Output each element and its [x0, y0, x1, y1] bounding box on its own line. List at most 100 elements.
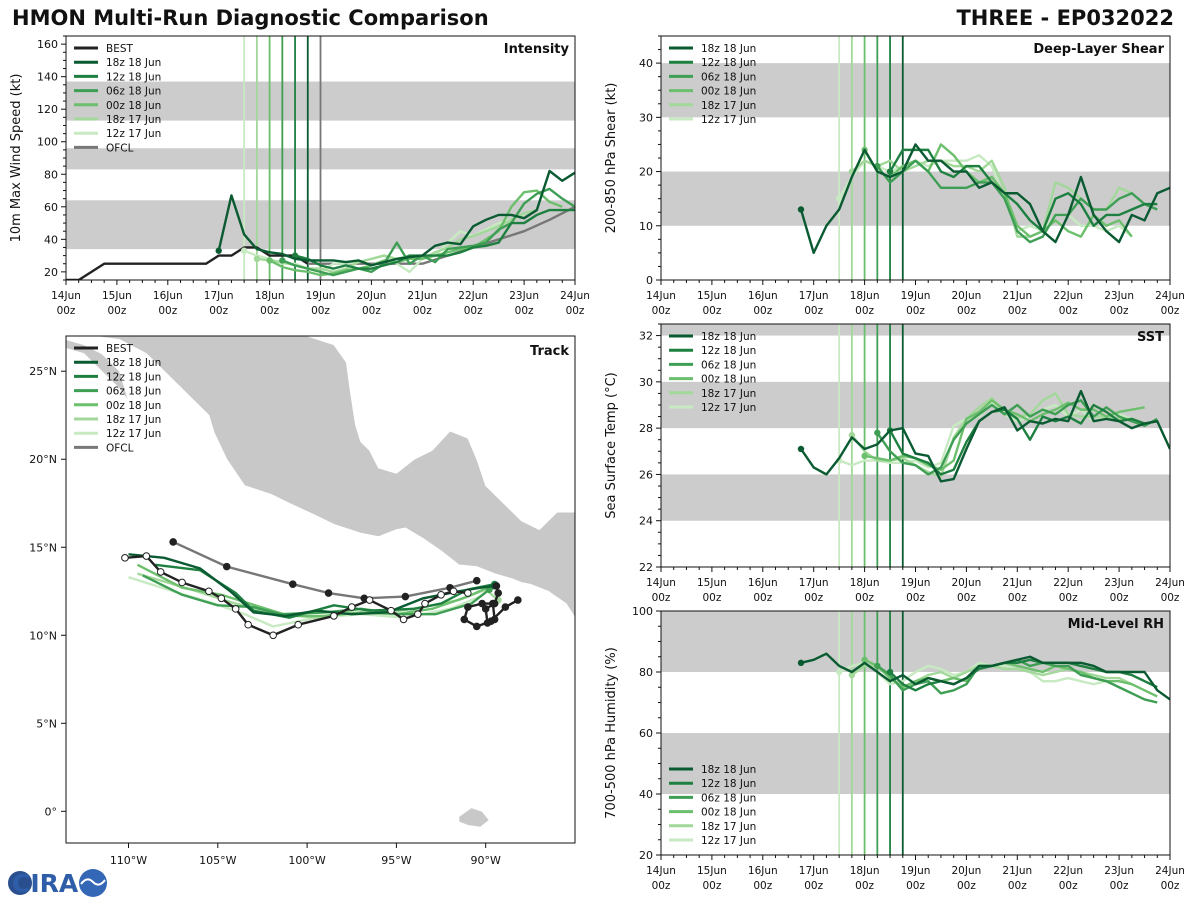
sst-panel-label: SST — [1137, 330, 1164, 345]
intensity-plot-area — [66, 36, 575, 280]
rh-ytick-label: 100 — [632, 605, 653, 618]
sst-xtick-label: 00z — [1059, 592, 1078, 604]
shear-panel-label: Deep-Layer Shear — [1033, 42, 1164, 57]
rh-ytick-label: 40 — [639, 788, 653, 801]
track-xtick-label: 100°W — [288, 854, 325, 867]
intensity-xtick-label: 00z — [311, 305, 330, 317]
shear-legend-label: 18z 18 Jun — [701, 43, 756, 55]
sst-xtick-label: 00z — [1161, 592, 1180, 604]
track-point — [169, 538, 177, 546]
track-point — [231, 605, 240, 613]
rh-series-line — [838, 661, 1133, 695]
track-point — [401, 592, 410, 601]
track-point — [437, 590, 445, 599]
logo-disc-left — [8, 871, 32, 895]
track-ytick-label: 10°N — [29, 629, 57, 642]
intensity-legend-label: 18z 17 Jun — [106, 114, 161, 126]
shear-xtick-label: 24Jun — [1155, 290, 1185, 302]
track-point — [399, 615, 408, 624]
track-xtick-label: 90°W — [471, 854, 501, 867]
intensity-xtick-label: 00z — [362, 305, 381, 317]
shear-xtick-label: 23Jun — [1104, 290, 1134, 302]
rh-xtick-label: 00z — [957, 880, 976, 892]
track-point — [330, 612, 338, 620]
intensity-xtick-label: 22Jun — [458, 290, 488, 302]
rh-legend-label: 12z 17 Jun — [701, 835, 756, 847]
intensity-legend-label: 12z 17 Jun — [106, 128, 161, 140]
cira-logo: CIRA — [8, 869, 107, 898]
track-point — [494, 589, 503, 597]
intensity-xtick-label: 15Jun — [102, 290, 132, 302]
shear-init-dot — [797, 206, 805, 213]
sst-band — [661, 474, 1170, 521]
shear-xtick-label: 00z — [702, 305, 721, 317]
intensity-series-line — [281, 187, 575, 277]
track-point — [489, 599, 497, 608]
intensity-xtick-label: 17Jun — [204, 290, 234, 302]
rh-xtick-label: 00z — [652, 880, 671, 892]
sst-series-line — [799, 389, 1170, 483]
logo-wave — [80, 878, 106, 886]
track-point — [269, 631, 277, 640]
sst-ytick-label: 28 — [639, 422, 653, 435]
track-landmass — [458, 807, 490, 828]
intensity-legend-label: 12z 18 Jun — [106, 71, 161, 83]
shear-legend-label: 18z 17 Jun — [701, 100, 756, 112]
rh-xtick-label: 16Jun — [748, 865, 778, 877]
track-legend-label: 18z 17 Jun — [106, 414, 161, 426]
track-xtick-label: 95°W — [381, 854, 411, 867]
track-point — [142, 552, 151, 560]
intensity-init-dot — [279, 257, 286, 264]
shear-init-dot — [886, 168, 894, 175]
track-point — [492, 582, 501, 590]
rh-xtick-label: 24Jun — [1155, 865, 1185, 877]
rh-legend-label: 18z 18 Jun — [701, 764, 756, 776]
track-point — [514, 596, 522, 604]
rh-xtick-label: 00z — [702, 880, 721, 892]
track-point — [156, 568, 165, 576]
intensity-xtick-label: 00z — [158, 305, 177, 317]
rh-ytick-label: 60 — [639, 727, 653, 740]
track-legend-label: 06z 18 Jun — [106, 386, 161, 398]
intensity-xtick-label: 20Jun — [357, 290, 387, 302]
intensity-xtick-label: 14Jun — [51, 290, 81, 302]
track-legend-label: 12z 17 Jun — [106, 428, 161, 440]
intensity-xtick-label: 00z — [464, 305, 483, 317]
sst-xtick-label: 00z — [957, 592, 976, 604]
sst-xtick-label: 00z — [753, 592, 772, 604]
sst-ytick-label: 24 — [639, 515, 653, 528]
track-point — [244, 620, 252, 629]
track-point — [365, 596, 374, 604]
shear-xtick-label: 00z — [1059, 305, 1078, 317]
track-legend-label: 00z 18 Jun — [106, 400, 161, 412]
shear-xtick-label: 00z — [652, 305, 671, 317]
sst-ylabel: Sea Surface Temp (°C) — [604, 372, 619, 519]
track-point — [289, 580, 297, 589]
intensity-ylabel: 10m Max Wind Speed (kt) — [9, 74, 24, 243]
shear-xtick-label: 00z — [1161, 305, 1180, 317]
shear-ytick-label: 10 — [639, 220, 653, 233]
track-ytick-label: 15°N — [29, 541, 57, 554]
sst-xtick-label: 18Jun — [850, 577, 880, 589]
sst-xtick-label: 00z — [1008, 592, 1027, 604]
sst-xtick-label: 15Jun — [697, 577, 727, 589]
shear-xtick-label: 14Jun — [646, 290, 676, 302]
intensity-legend-label: OFCL — [106, 142, 134, 154]
rh-xtick-label: 22Jun — [1053, 865, 1083, 877]
sst-legend-label: 12z 18 Jun — [701, 345, 756, 357]
track-point — [324, 589, 333, 597]
track-ytick-label: 0° — [45, 805, 58, 818]
rh-init-dot — [797, 659, 805, 667]
rh-xtick-label: 15Jun — [697, 865, 727, 877]
intensity-xtick-label: 21Jun — [407, 290, 437, 302]
intensity-series-line — [66, 246, 309, 280]
shear-plot-area — [661, 36, 1170, 280]
rh-init-dot — [861, 656, 868, 663]
intensity-xtick-label: 18Jun — [255, 290, 285, 302]
intensity-ytick-label: 100 — [37, 136, 58, 149]
shear-xtick-label: 00z — [906, 305, 925, 317]
track-path — [172, 540, 478, 600]
intensity-xtick-label: 19Jun — [306, 290, 336, 302]
sst-xtick-label: 00z — [702, 592, 721, 604]
sst-legend-label: 00z 18 Jun — [701, 374, 756, 386]
